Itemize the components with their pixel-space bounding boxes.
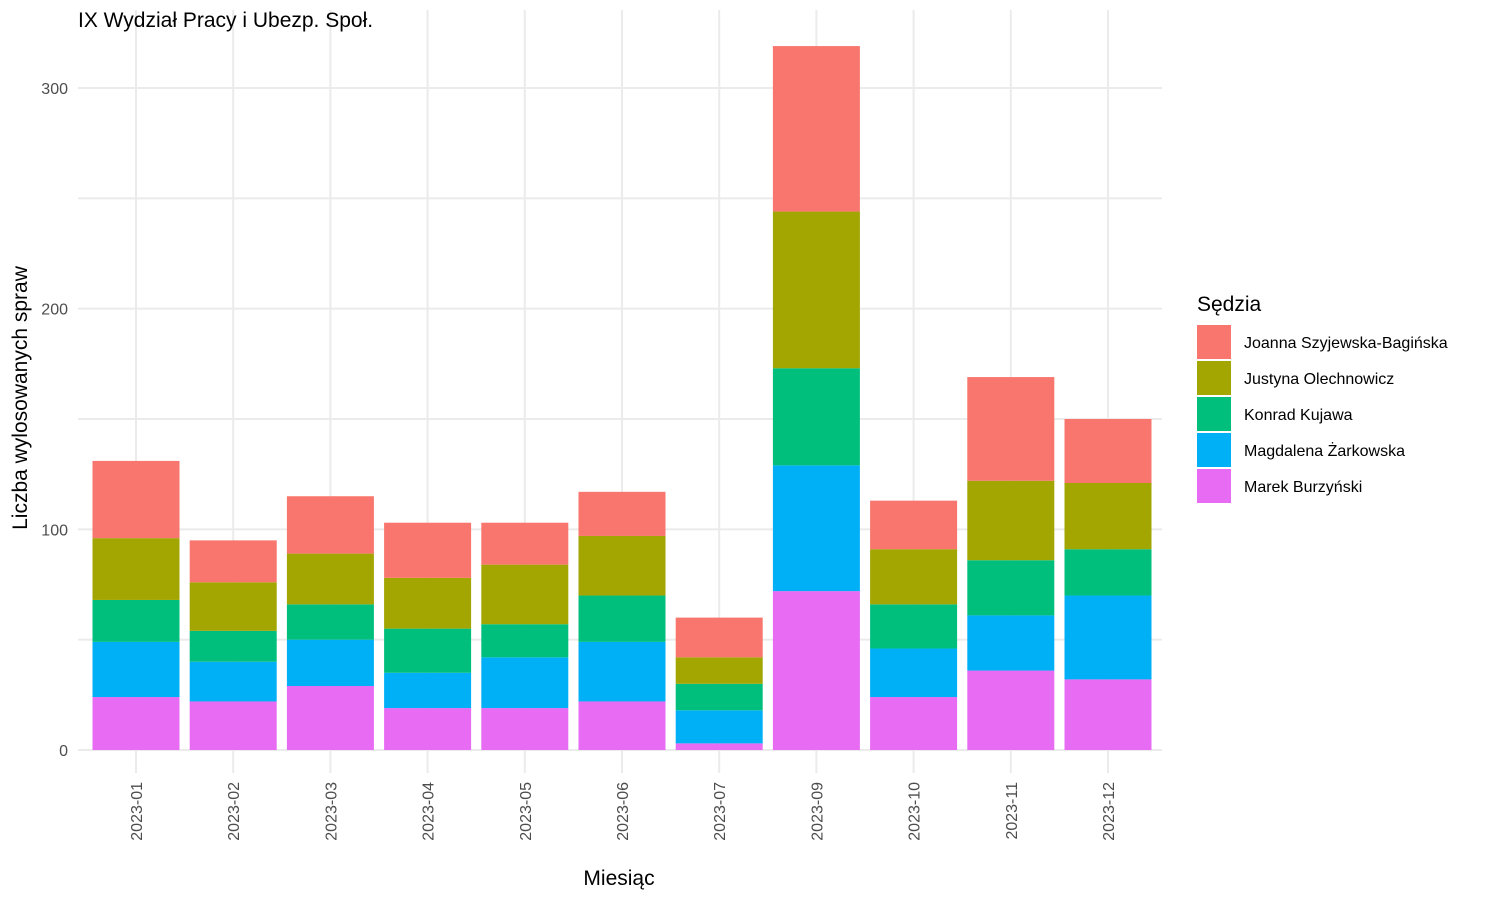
y-tick-label: 0: [59, 743, 68, 760]
bar-segment-marek-burzyn-ski: [772, 591, 860, 750]
bar-segment-marek-burzyn-ski: [967, 670, 1055, 750]
x-tick-label: 2023-12: [1101, 782, 1118, 841]
bar-segment-magdalena-z-arkowska: [189, 661, 277, 702]
bar-segment-justyna-olechnowicz: [481, 564, 569, 625]
bar-segment-konrad-kujawa: [675, 683, 763, 711]
bar-segment-justyna-olechnowicz: [967, 480, 1055, 561]
x-tick-label: 2023-10: [907, 782, 924, 841]
bar-segment-konrad-kujawa: [967, 560, 1055, 616]
bar-segment-magdalena-z-arkowska: [92, 641, 180, 698]
x-tick-label: 2023-01: [129, 782, 146, 841]
legend-label: Konrad Kujawa: [1244, 407, 1353, 424]
bar-segment-magdalena-z-arkowska: [578, 641, 666, 702]
bar-segment-justyna-olechnowicz: [1064, 482, 1152, 550]
x-tick-label: 2023-03: [323, 782, 340, 841]
bar-segment-joanna-szyjewska-bagin-ska: [578, 491, 666, 536]
y-tick-label: 200: [41, 302, 68, 319]
legend-swatch: [1197, 433, 1231, 467]
bar-segment-konrad-kujawa: [870, 604, 958, 649]
bar-segment-joanna-szyjewska-bagin-ska: [286, 496, 374, 554]
bar-segment-konrad-kujawa: [578, 595, 666, 642]
y-tick-label: 300: [41, 81, 68, 98]
bar-segment-konrad-kujawa: [481, 624, 569, 658]
bar-segment-konrad-kujawa: [384, 628, 472, 673]
ticks-layer: 0 100 200 300 2023-01 2023-02 2023-03 2023-04 20…: [41, 81, 1118, 841]
bar-segment-magdalena-z-arkowska: [870, 648, 958, 698]
bar-segment-marek-burzyn-ski: [578, 701, 666, 750]
x-tick-label: 2023-02: [226, 782, 243, 841]
bar-segment-marek-burzyn-ski: [1064, 679, 1152, 750]
bar-segment-joanna-szyjewska-bagin-ska: [1064, 419, 1152, 483]
legend-label: Magdalena Żarkowska: [1244, 441, 1405, 460]
bar-segment-joanna-szyjewska-bagin-ska: [870, 500, 958, 550]
bar-segment-justyna-olechnowicz: [189, 582, 277, 631]
legend-title: Sędzia: [1197, 293, 1262, 316]
legend-swatch: [1197, 469, 1231, 503]
bar-segment-magdalena-z-arkowska: [967, 615, 1055, 671]
bar-segment-marek-burzyn-ski: [675, 743, 763, 750]
bar-segment-magdalena-z-arkowska: [1064, 595, 1152, 680]
bar-segment-justyna-olechnowicz: [870, 549, 958, 605]
bar-segment-konrad-kujawa: [286, 604, 374, 640]
bar-segment-justyna-olechnowicz: [92, 538, 180, 600]
legend-label: Joanna Szyjewska-Bagińska: [1244, 335, 1448, 352]
bar-segment-joanna-szyjewska-bagin-ska: [189, 540, 277, 583]
bar-segment-joanna-szyjewska-bagin-ska: [481, 522, 569, 565]
bar-segment-magdalena-z-arkowska: [286, 639, 374, 687]
bar-segment-marek-burzyn-ski: [286, 686, 374, 750]
y-axis-title: Liczba wylosowanych spraw: [9, 265, 32, 530]
bar-segment-konrad-kujawa: [189, 630, 277, 662]
x-axis-title: Miesiąc: [583, 867, 654, 890]
legend-swatch: [1197, 397, 1231, 431]
legend-swatch: [1197, 361, 1231, 395]
legend: Sędzia Joanna Szyjewska-Bagińska Justyna …: [1197, 293, 1448, 503]
bar-segment-magdalena-z-arkowska: [481, 657, 569, 709]
bar-segment-joanna-szyjewska-bagin-ska: [92, 460, 180, 539]
bar-segment-justyna-olechnowicz: [675, 657, 763, 684]
bar-segment-magdalena-z-arkowska: [384, 672, 472, 709]
legend-swatch: [1197, 325, 1231, 359]
bar-segment-konrad-kujawa: [772, 368, 860, 466]
bar-segment-magdalena-z-arkowska: [772, 465, 860, 592]
y-tick-label: 100: [41, 522, 68, 539]
bar-segment-marek-burzyn-ski: [870, 697, 958, 750]
legend-label: Justyna Olechnowicz: [1244, 371, 1394, 388]
bar-segment-justyna-olechnowicz: [286, 553, 374, 605]
x-tick-label: 2023-07: [712, 782, 729, 841]
bar-segment-joanna-szyjewska-bagin-ska: [772, 46, 860, 212]
bar-segment-justyna-olechnowicz: [384, 577, 472, 629]
legend-label: Marek Burzyński: [1244, 479, 1362, 496]
bar-segment-joanna-szyjewska-bagin-ska: [967, 377, 1055, 481]
bar-segment-marek-burzyn-ski: [189, 701, 277, 750]
bar-segment-marek-burzyn-ski: [384, 708, 472, 750]
chart-title: IX Wydział Pracy i Ubezp. Społ.: [78, 9, 373, 32]
bar-segment-magdalena-z-arkowska: [675, 710, 763, 744]
bar-segment-konrad-kujawa: [1064, 549, 1152, 596]
bar-segment-marek-burzyn-ski: [92, 697, 180, 750]
x-tick-label: 2023-06: [615, 782, 632, 841]
bars-layer: [92, 46, 1152, 750]
bar-segment-justyna-olechnowicz: [578, 535, 666, 596]
x-tick-label: 2023-05: [518, 782, 535, 841]
x-tick-label: 2023-11: [1004, 782, 1021, 840]
bar-segment-marek-burzyn-ski: [481, 708, 569, 750]
x-tick-label: 2023-04: [421, 782, 438, 841]
bar-segment-konrad-kujawa: [92, 599, 180, 642]
bar-segment-justyna-olechnowicz: [772, 211, 860, 369]
bar-segment-joanna-szyjewska-bagin-ska: [675, 617, 763, 658]
x-tick-label: 2023-09: [809, 782, 826, 841]
bar-segment-joanna-szyjewska-bagin-ska: [384, 522, 472, 578]
